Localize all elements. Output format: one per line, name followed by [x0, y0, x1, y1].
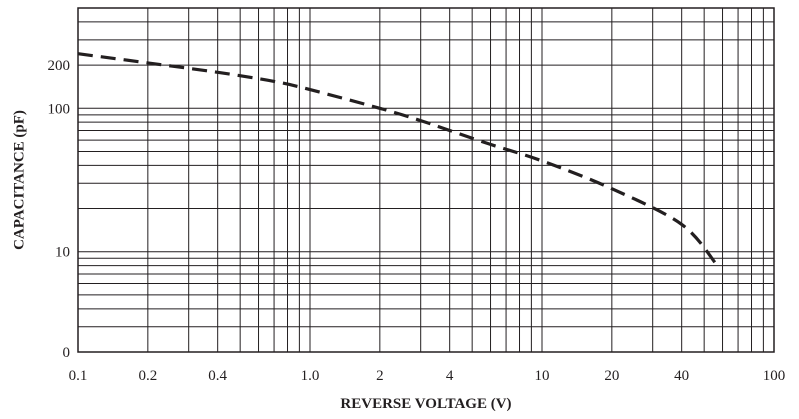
x-tick-label: 10 [535, 368, 550, 384]
x-tick-labels: 0.1 0.2 0.4 1.0 2 4 10 20 40 100 [69, 368, 786, 384]
y-origin-label: 0 [63, 345, 71, 361]
x-tick-label: 100 [763, 368, 786, 384]
x-tick-label: 0.1 [69, 368, 88, 384]
x-tick-label: 2 [376, 368, 384, 384]
x-tick-label: 40 [674, 368, 689, 384]
x-axis-label: REVERSE VOLTAGE (V) [340, 396, 512, 412]
y-tick-label: 100 [48, 101, 71, 117]
y-axis-label: CAPACITANCE (pF) [11, 110, 28, 250]
x-tick-label: 4 [446, 368, 454, 384]
grid [77, 7, 775, 353]
x-tick-label: 0.4 [208, 368, 227, 384]
x-tick-label: 1.0 [301, 368, 320, 384]
capacitance-curve-series [77, 52, 719, 267]
y-tick-label: 200 [48, 58, 71, 74]
y-tick-label: 10 [55, 245, 70, 261]
x-tick-label: 20 [604, 368, 619, 384]
x-tick-label: 0.2 [138, 368, 157, 384]
y-tick-labels: 10 100 200 0 [48, 58, 71, 361]
plot-frame [77, 7, 775, 353]
